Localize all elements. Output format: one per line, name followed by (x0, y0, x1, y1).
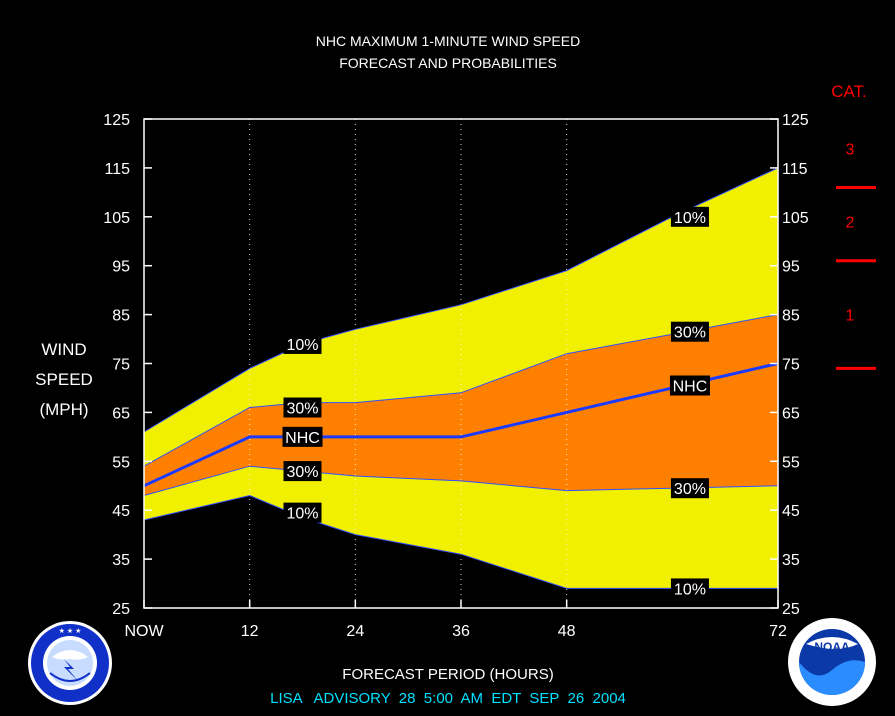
y-tick-label-left: 65 (112, 405, 130, 422)
x-tick-label: 72 (769, 623, 787, 640)
advisory-text: LISA ADVISORY 28 5:00 AM EDT SEP 26 2004 (270, 690, 626, 707)
y-axis-label-line1: WIND (41, 340, 86, 359)
y-tick-label-left: 75 (112, 357, 130, 374)
annotation-box (670, 321, 709, 342)
annotation-nhc: NHC (669, 375, 710, 396)
y-axis-label-line2: SPEED (35, 370, 93, 389)
y-tick-label-left: 35 (112, 552, 130, 569)
x-tick-label: NOW (124, 623, 164, 640)
annotation-label: 30% (286, 464, 318, 481)
y-tick-label-left: 85 (112, 308, 130, 325)
annotation-box (283, 502, 322, 523)
y-tick-label-left: 25 (112, 601, 130, 618)
category-header: CAT. (831, 82, 867, 101)
band-30-percent (144, 314, 778, 496)
annotation-label: NHC (673, 379, 708, 396)
chart-subtitle: FORECAST AND PROBABILITIES (339, 55, 557, 71)
y-tick-label-left: 115 (104, 161, 130, 178)
x-tick-label: 24 (346, 623, 364, 640)
annotation-label: 30% (674, 325, 706, 342)
annotation-label: 10% (674, 210, 706, 227)
y-tick-label-left: 105 (103, 210, 130, 227)
annotation-30pct: 30% (283, 397, 322, 418)
annotation-label: 30% (286, 401, 318, 418)
y-tick-label-left: 45 (112, 503, 130, 520)
y-tick-label-left: 55 (112, 454, 130, 471)
annotation-30pct: 30% (670, 321, 709, 342)
annotation-30pct: 30% (283, 461, 322, 482)
y-tick-label-right: 125 (782, 112, 809, 129)
category-label-3: 3 (846, 141, 855, 158)
annotation-nhc: NHC (282, 426, 323, 447)
category-scale: 1 2 3 (836, 141, 876, 370)
y-tick-label-left: 95 (112, 259, 130, 276)
x-axis-label: FORECAST PERIOD (HOURS) (342, 666, 553, 683)
y-tick-label-right: 75 (782, 357, 800, 374)
y-tick-label-right: 105 (782, 210, 809, 227)
annotation-box (670, 206, 709, 227)
annotation-box (669, 375, 710, 396)
chart-title: NHC MAXIMUM 1-MINUTE WIND SPEED (316, 33, 580, 49)
nhc-forecast-line (143, 362, 779, 488)
annotation-box (670, 478, 709, 499)
annotation-label: 10% (674, 581, 706, 598)
x-tick-label: 36 (452, 623, 470, 640)
y-tick-label-right: 115 (782, 161, 808, 178)
annotation-box (283, 333, 322, 354)
y-tick-label-right: 85 (782, 308, 800, 325)
y-axis-label-line3: (MPH) (39, 400, 88, 419)
annotation-box (670, 578, 709, 599)
annotation-10pct: 10% (670, 578, 709, 599)
lower-30-edge (143, 465, 779, 496)
y-tick-label-right: 55 (782, 454, 800, 471)
annotation-box (283, 397, 322, 418)
annotation-10pct: 10% (283, 502, 322, 523)
plot-area: 25 25 35 35 45 45 55 55 65 65 75 75 85 85 95 95 105 105 11… (103, 112, 809, 640)
annotation-box (283, 461, 322, 482)
x-tick-label: 12 (241, 623, 259, 640)
y-tick-label-right: 95 (782, 259, 800, 276)
y-tick-label-left: 125 (103, 112, 130, 129)
x-tick-label: 48 (558, 623, 576, 640)
annotation-label: 10% (286, 506, 318, 523)
y-tick-label-right: 65 (782, 405, 800, 422)
annotation-box (282, 426, 323, 447)
annotation-label: 30% (674, 481, 706, 498)
y-tick-label-right: 25 (782, 601, 800, 618)
annotation-30pct: 30% (670, 478, 709, 499)
y-tick-label-right: 35 (782, 552, 800, 569)
y-tick-label-right: 45 (782, 503, 800, 520)
noaa-logo: NOAA (788, 618, 876, 706)
category-label-1: 1 (846, 308, 855, 325)
noaa-logo-text: NOAA (814, 640, 850, 654)
upper-30-edge (143, 314, 779, 467)
national-weather-service-logo: ★ ★ ★ (28, 621, 112, 705)
annotation-label: 10% (286, 337, 318, 354)
annotation-label: NHC (285, 430, 320, 447)
nws-logo-text: ★ ★ ★ (59, 627, 82, 635)
annotation-10pct: 10% (283, 333, 322, 354)
category-label-2: 2 (846, 215, 855, 232)
annotation-10pct: 10% (670, 206, 709, 227)
upper-10-edge (143, 167, 779, 433)
lower-10-edge (143, 494, 778, 589)
